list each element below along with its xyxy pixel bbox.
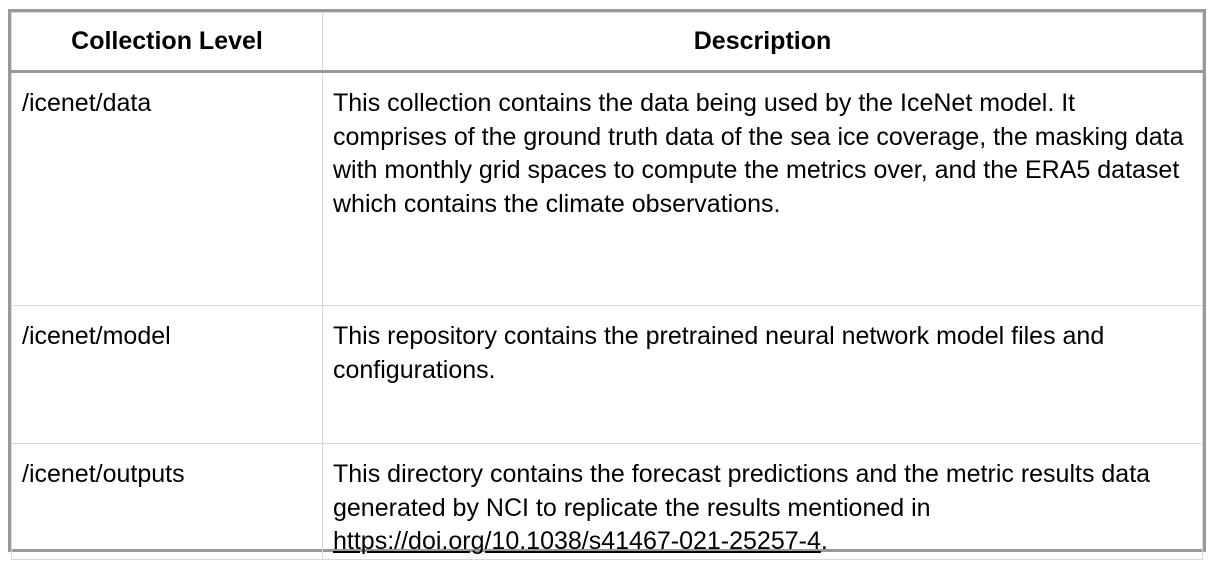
description-cell: This collection contains the data being … [322,71,1203,306]
table-row: /icenet/model This repository contains t… [11,305,1203,444]
level-cell: /icenet/outputs [11,443,323,560]
table-header-row: Collection Level Description [11,12,1203,73]
level-cell: /icenet/model [11,305,323,444]
level-text: /icenet/outputs [22,460,185,488]
description-cell: This repository contains the pretrained … [322,305,1203,444]
collection-level-table: Collection Level Description /icenet/dat… [11,12,1203,560]
level-cell: /icenet/data [11,71,323,306]
header-collection-level: Collection Level [11,12,323,73]
header-description: Description [322,12,1203,73]
collection-table: Collection Level Description /icenet/dat… [8,9,1206,560]
description-cell: This directory contains the forecast pre… [322,443,1203,560]
description-prefix: This directory contains the forecast pre… [333,460,1151,522]
level-text: /icenet/data [22,89,152,117]
description-text: This repository contains the pretrained … [333,322,1105,384]
description-text: This directory contains the forecast pre… [323,444,1202,559]
level-text: /icenet/model [22,322,171,350]
table-row: /icenet/data This collection contains th… [11,71,1203,306]
description-suffix: . [820,527,828,555]
doi-link[interactable]: https://doi.org/10.1038/s41467-021-25257… [333,527,821,555]
description-text: This collection contains the data being … [333,89,1184,218]
table-row: /icenet/outputs This directory contains … [11,443,1203,560]
